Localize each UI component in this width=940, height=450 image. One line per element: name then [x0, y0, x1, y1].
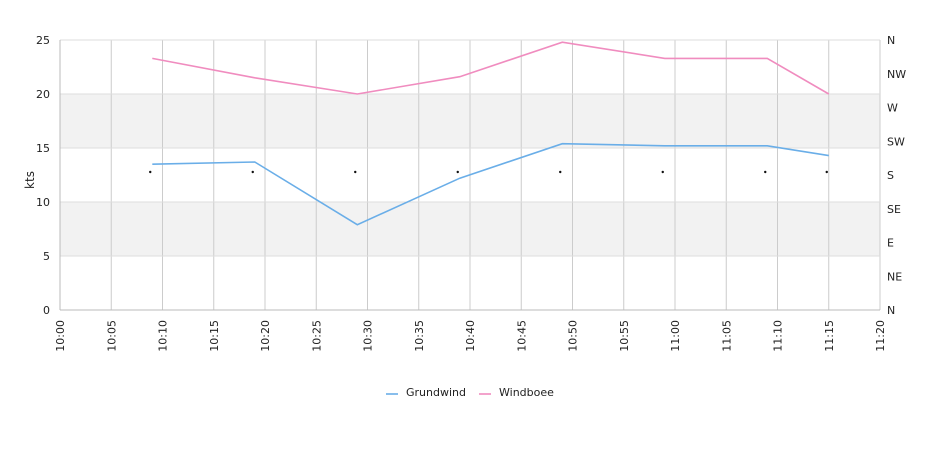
- right-tick-label: S: [887, 169, 894, 182]
- x-tick-label: 10:25: [310, 320, 323, 352]
- y-tick-label: 10: [36, 196, 50, 209]
- x-tick-label: 11:10: [772, 320, 785, 352]
- y-tick-label: 5: [43, 250, 50, 263]
- series-line-grundwind: [152, 142, 829, 226]
- right-tick-label: SE: [887, 203, 901, 216]
- direction-marker: [825, 170, 828, 174]
- grid-lines: [59, 39, 881, 311]
- y-tick-label: 25: [36, 34, 50, 47]
- direction-marker: [354, 170, 357, 174]
- right-tick-label: E: [887, 237, 894, 250]
- x-axis-ticks: 10:00 10:05 10:10 10:15 10:20 10:25 10:30 10:35…: [54, 320, 887, 352]
- y-tick-label: 0: [43, 304, 50, 317]
- y-tick-label: 20: [36, 88, 50, 101]
- x-tick-label: 10:20: [259, 320, 272, 352]
- x-tick-label: 10:45: [515, 320, 528, 352]
- x-tick-label: 10:40: [464, 320, 477, 352]
- direction-marker: [149, 170, 152, 174]
- x-tick-label: 11:05: [720, 320, 733, 352]
- axes: [59, 40, 880, 311]
- x-tick-label: 11:20: [874, 320, 887, 352]
- direction-marker: [559, 170, 562, 174]
- right-tick-label: NW: [887, 68, 906, 81]
- y-tick-label: 15: [36, 142, 50, 155]
- right-tick-label: N: [887, 304, 895, 317]
- left-axis-ticks: 0 5 10 15 20 25: [36, 34, 50, 317]
- y-axis-label: kts: [23, 171, 37, 189]
- legend: Grundwind Windboee: [386, 386, 554, 399]
- x-tick-label: 11:00: [669, 320, 682, 352]
- direction-marker: [456, 170, 459, 174]
- x-tick-label: 10:50: [567, 320, 580, 352]
- right-tick-label: NE: [887, 270, 902, 283]
- x-tick-label: 10:05: [105, 320, 118, 352]
- x-tick-label: 10:00: [54, 320, 67, 352]
- direction-marker: [251, 170, 254, 174]
- legend-label-grundwind: Grundwind: [406, 386, 466, 399]
- direction-markers: [149, 170, 828, 174]
- right-tick-label: N: [887, 34, 895, 47]
- direction-marker: [661, 170, 664, 174]
- right-axis-ticks: N NE E SE S SW W NW N: [887, 34, 906, 317]
- x-tick-label: 10:15: [208, 320, 221, 352]
- x-tick-label: 10:10: [157, 320, 170, 352]
- right-tick-label: W: [887, 102, 898, 115]
- x-tick-label: 10:55: [618, 320, 631, 352]
- direction-marker: [764, 170, 767, 174]
- series-line-windboee: [152, 41, 830, 95]
- x-tick-label: 10:30: [362, 320, 375, 352]
- legend-label-windboee: Windboee: [499, 386, 554, 399]
- right-tick-label: SW: [887, 135, 905, 148]
- x-tick-label: 11:15: [823, 320, 836, 352]
- series-lines: [152, 41, 830, 226]
- x-tick-label: 10:35: [413, 320, 426, 352]
